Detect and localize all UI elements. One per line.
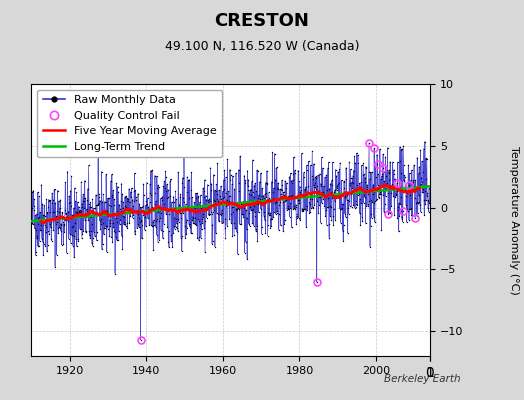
Legend: Raw Monthly Data, Quality Control Fail, Five Year Moving Average, Long-Term Tren: Raw Monthly Data, Quality Control Fail, … <box>37 90 222 157</box>
Text: 49.100 N, 116.520 W (Canada): 49.100 N, 116.520 W (Canada) <box>165 40 359 53</box>
Text: Temperature Anomaly (°C): Temperature Anomaly (°C) <box>509 146 519 294</box>
Text: CRESTON: CRESTON <box>214 12 310 30</box>
Text: Berkeley Earth: Berkeley Earth <box>385 374 461 384</box>
